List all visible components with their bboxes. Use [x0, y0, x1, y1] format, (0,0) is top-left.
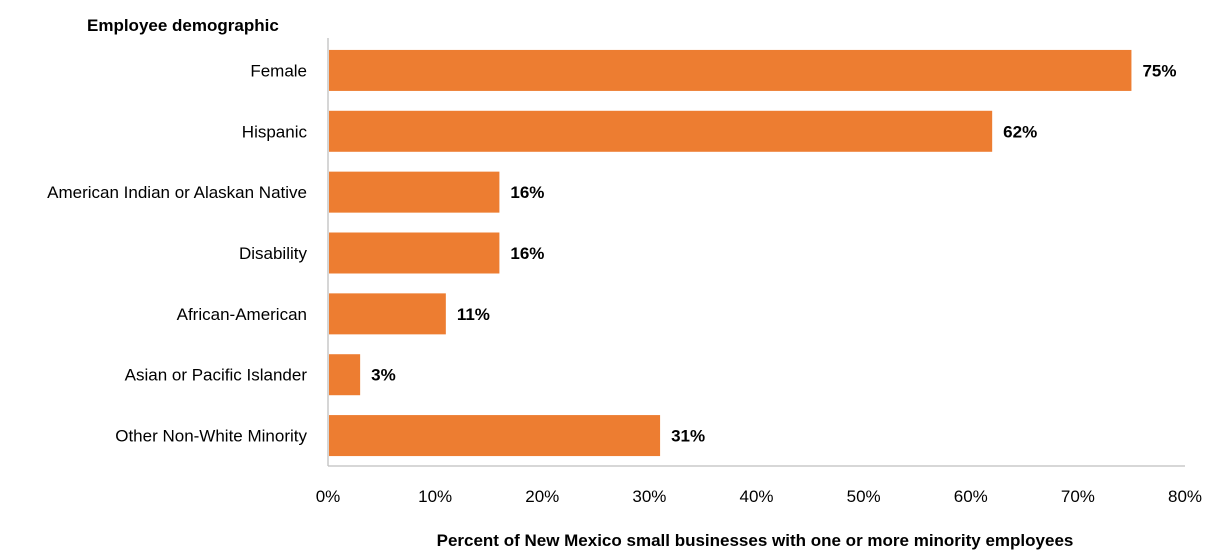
- category-label: Hispanic: [242, 122, 308, 141]
- x-tick-label: 70%: [1061, 487, 1095, 506]
- x-tick-label: 20%: [525, 487, 559, 506]
- bar: [329, 171, 500, 213]
- x-axis-title: Percent of New Mexico small businesses w…: [437, 531, 1074, 550]
- bar: [329, 415, 661, 457]
- x-tick-label: 40%: [739, 487, 773, 506]
- bars-group: Female 75% Hispanic 62% American Indian or A…: [47, 49, 1176, 457]
- data-label: 11%: [457, 305, 490, 324]
- category-label: Female: [250, 61, 307, 80]
- category-label: Other Non-White Minority: [115, 427, 307, 446]
- bar: [329, 232, 500, 274]
- x-tick-label: 80%: [1168, 487, 1202, 506]
- category-label: Disability: [239, 244, 308, 263]
- bar: [329, 110, 993, 152]
- x-tick-label: 30%: [632, 487, 666, 506]
- category-label: American Indian or Alaskan Native: [47, 183, 307, 202]
- bar: [329, 293, 446, 335]
- category-label: African-American: [177, 305, 307, 324]
- data-label: 62%: [1003, 122, 1037, 141]
- y-axis-title: Employee demographic: [87, 16, 279, 35]
- data-label: 16%: [510, 244, 544, 263]
- x-tick-label: 10%: [418, 487, 452, 506]
- data-label: 75%: [1142, 61, 1176, 80]
- x-tick-label: 0%: [316, 487, 341, 506]
- x-tick-label: 50%: [847, 487, 881, 506]
- data-label: 3%: [371, 366, 396, 385]
- x-tick-label: 60%: [954, 487, 988, 506]
- bar: [329, 49, 1132, 91]
- data-label: 31%: [671, 427, 705, 446]
- bar: [329, 354, 361, 396]
- data-label: 16%: [510, 183, 544, 202]
- category-label: Asian or Pacific Islander: [125, 366, 308, 385]
- axes-group: 0% 10% 20% 30% 40% 50% 60% 70% 80%: [316, 38, 1202, 506]
